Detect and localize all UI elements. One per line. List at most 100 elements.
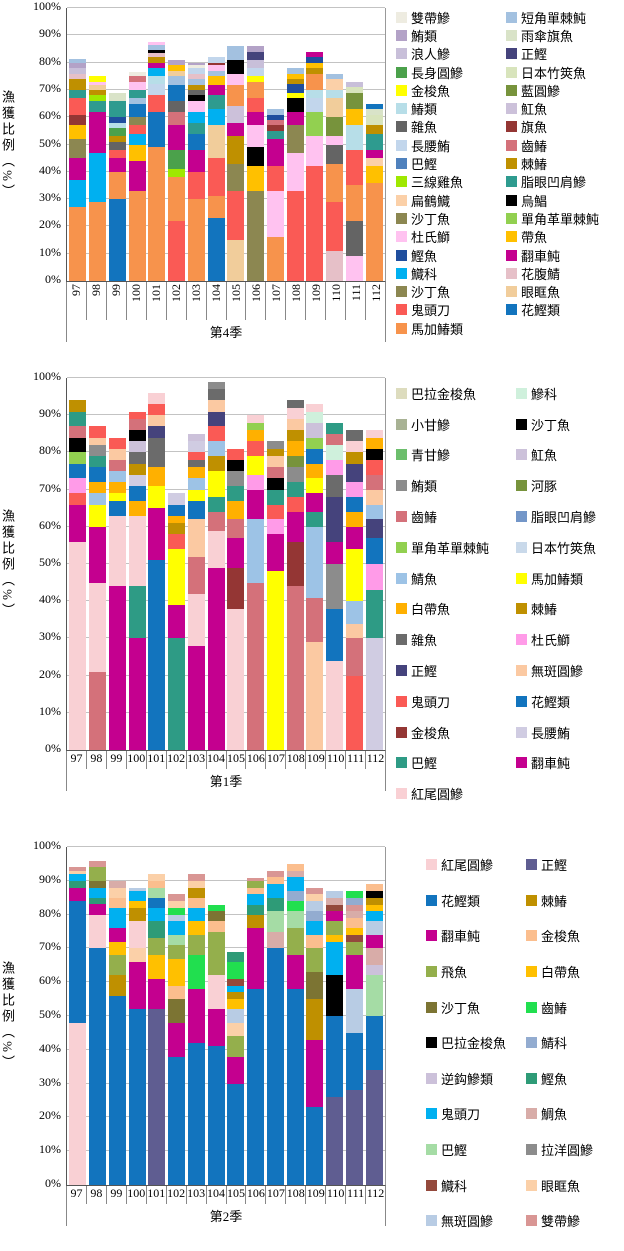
legend-label: 鬼頭刀 [411, 303, 451, 319]
bar-segment-棘鰆 [306, 999, 324, 1040]
bar-segment-長身圓鰺 [168, 149, 186, 170]
bar-segment-鰹魚 [247, 904, 265, 915]
stacked-bar-111 [345, 378, 363, 750]
bar-slot-108 [285, 847, 305, 1185]
bar-segment-金梭魚 [207, 921, 225, 932]
legend-swatch [516, 511, 527, 523]
bar-segment-棘鰆 [187, 84, 205, 90]
bar-segment-浪人鰺 [247, 59, 265, 69]
bar-segment-花鰹類 [69, 463, 87, 479]
bar-segment-鰆類 [108, 122, 126, 129]
legend-item: 雨傘旗魚 [506, 26, 624, 44]
legend-swatch [396, 480, 407, 492]
bar-segment-雨傘旗魚 [365, 109, 383, 115]
bar-segment-三線雞魚 [168, 169, 186, 178]
bar-segment-棘鰆 [128, 463, 146, 475]
legend-swatch [506, 304, 517, 316]
bar-segment-白帶魚 [148, 467, 166, 486]
bar-segment-正鰹 [247, 51, 265, 60]
bar-segment-杜氏鰤 [148, 42, 166, 45]
stacked-bar-110 [326, 378, 344, 750]
bar-segment-雜魚 [168, 100, 186, 112]
x-tick-label: 101 [147, 1186, 167, 1204]
bar-slot-112 [364, 847, 384, 1185]
bar-segment-鯖魚 [365, 504, 383, 520]
legend-item: 無斑圓鰺 [516, 655, 624, 686]
y-tick-label: 50% [39, 135, 61, 150]
bar-slot-104 [206, 847, 226, 1185]
bar-slot-107 [266, 8, 286, 281]
legend-item: 巴鰹 [426, 1132, 526, 1168]
bar-segment-鬼頭刀 [326, 201, 344, 251]
y-tick-label: 30% [39, 1074, 61, 1089]
stacked-bar-103 [187, 8, 205, 281]
bar-segment-長腰鮪 [148, 84, 166, 96]
y-tick-label: 40% [39, 592, 61, 607]
bar-segment-馬加鰆類 [128, 190, 146, 281]
bar-segment-翻車魨 [69, 887, 87, 902]
legend-item: 脂眼凹肩鰺 [516, 501, 624, 532]
legend-label: 正鰹 [541, 858, 568, 874]
bar-segment-飛魚 [306, 948, 324, 973]
legend-label: 棘鰆 [541, 893, 568, 909]
bar-segment-花腹鯖 [326, 250, 344, 281]
bar-segment-花鰹類 [227, 1083, 245, 1185]
bar-segment-齒鰆 [286, 901, 304, 912]
bar-segment-鬼頭刀 [286, 497, 304, 512]
x-tick-label: 102 [167, 1186, 187, 1204]
bar-segment-鯛魚 [286, 870, 304, 878]
bar-segment-日本竹筴魚 [345, 87, 363, 93]
bar-segment-翻車魨 [108, 158, 126, 172]
stacked-bar-97 [69, 8, 87, 281]
legend-item: 鮪類 [396, 470, 516, 501]
legend-label: 花鰹類 [531, 694, 571, 710]
legend-label: 沙丁魚 [531, 417, 571, 433]
bar-segment-鬼頭刀 [247, 441, 265, 457]
stacked-bar-106 [247, 8, 265, 281]
legend-label: 三線雞魚 [411, 175, 464, 191]
legend-label: 眼眶魚 [541, 1178, 581, 1194]
legend-label: 正鰹 [521, 47, 548, 63]
y-tick-label: 80% [39, 905, 61, 920]
bar-segment-翻車魨 [286, 111, 304, 126]
bar-segment-金梭魚 [266, 877, 284, 885]
bar-segment-鬼頭刀 [69, 874, 87, 881]
bar-segment-馬加鰆類 [148, 147, 166, 281]
legend-item: 杜氏鰤 [516, 624, 624, 655]
legend-item: 巴鰹 [396, 154, 506, 172]
bar-segment-杜氏鰤 [128, 81, 146, 90]
legend-label: 短角單棘魨 [521, 10, 587, 26]
bar-segment-脂眼凹肩鰺 [69, 89, 87, 99]
bar-segment-飛魚 [227, 1036, 245, 1057]
bar-segment-紅尾圓鰺 [128, 921, 146, 949]
bar-segment-眼眶魚 [168, 70, 186, 77]
bar-segment-齒鰆 [365, 474, 383, 490]
bar-segment-無斑圓鰺 [306, 901, 324, 912]
bar-segment-鯛魚 [345, 911, 363, 919]
legend-item: 白帶魚 [526, 954, 624, 990]
bar-segment-紅尾圓鰺 [286, 407, 304, 419]
bar-segment-白帶魚 [247, 430, 265, 442]
bar-segment-翻車魨 [247, 111, 265, 126]
legend-item: 鰹魚 [526, 1061, 624, 1097]
legend-swatch [426, 1001, 437, 1013]
legend-swatch [516, 757, 527, 769]
bar-segment-帶魚 [207, 76, 225, 85]
plot-area-season-1: 漁獲比例（%） 100% 90% 80% 70% 60% 50% 40% 30% 20% 10% 0… [0, 369, 386, 755]
legend-label: 鰹魚 [541, 1071, 568, 1087]
bar-slot-103 [187, 378, 207, 750]
y-tick-label: 0% [45, 1176, 61, 1190]
bar-segment-帶魚 [306, 62, 324, 69]
bar-segment-鮪類 [207, 381, 225, 390]
bars [67, 847, 385, 1185]
bar-segment-鬼頭刀 [227, 448, 245, 460]
stacked-bar-104 [207, 8, 225, 281]
bar-segment-棘鰆 [128, 907, 146, 922]
bar-segment-帶魚 [365, 166, 383, 183]
y-tick-label: 90% [39, 871, 61, 886]
legend-item: 棘鰆 [516, 594, 624, 625]
legend-swatch [526, 1037, 537, 1049]
bar-segment-巴鰹 [89, 456, 107, 468]
bar-segment-杜氏鰤 [207, 65, 225, 71]
legend-swatch [516, 665, 527, 677]
